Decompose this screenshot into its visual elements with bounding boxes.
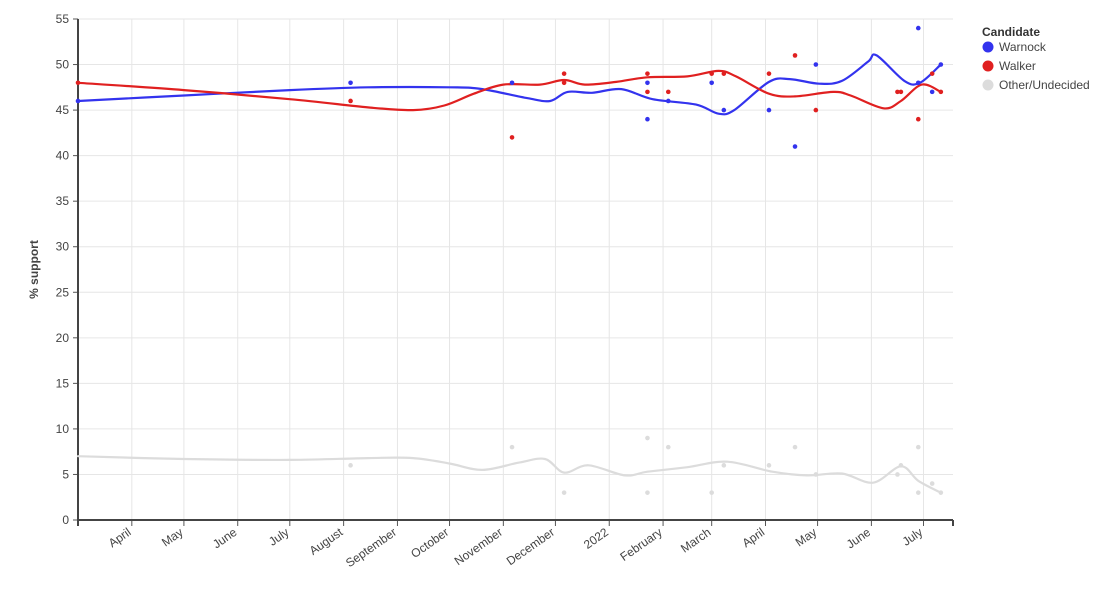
x-tick-label: June [210,525,240,552]
warnock-poll-point [645,80,650,86]
warnock-poll-point [709,80,714,86]
warnock-legend-swatch [982,41,994,53]
other-undecided-poll-point [915,490,921,495]
y-tick-label: 25 [56,285,70,299]
x-tick-label: April [106,525,134,550]
walker-poll-point [938,89,944,95]
walker-poll-point [348,98,353,104]
x-tick-label: March [678,525,713,556]
warnock-poll-point [813,62,819,67]
y-tick-label: 50 [56,58,70,72]
poll-points [75,25,944,495]
walker-poll-point [645,71,650,76]
gridlines [78,18,953,521]
other-undecided-legend-swatch [982,79,994,91]
x-tick-label: November [452,525,505,568]
warnock-trend-line [76,53,942,116]
x-tick-label: April [740,525,768,550]
y-tick-label: 20 [56,331,70,345]
x-tick-label: August [307,525,346,558]
walker-poll-point [813,107,819,113]
x-tick-label: December [504,525,557,568]
warnock-poll-point [645,116,650,122]
walker-poll-point [665,89,671,95]
y-tick-label: 10 [56,422,70,436]
other-undecided-poll-point [766,463,772,468]
walker-poll-point [766,71,772,76]
walker-legend-swatch [982,60,994,72]
walker-poll-point [75,80,81,86]
warnock-poll-point [929,89,935,95]
x-tick-label: 2022 [581,525,611,552]
y-axis-title: % support [27,240,41,299]
walker-poll-point [509,135,515,140]
warnock-poll-point [509,80,515,86]
warnock-poll-point [938,62,944,67]
other-undecided-poll-point [898,463,904,468]
warnock-poll-point [75,98,81,104]
x-tick-label: May [159,525,186,549]
other-undecided-poll-point [645,490,650,495]
warnock-legend-label: Warnock [999,40,1047,54]
other-undecided-poll-point [509,444,515,450]
warnock-poll-point [766,107,772,113]
x-tick-label: February [617,525,664,564]
warnock-poll-point [792,144,798,149]
other-undecided-poll-point [665,444,671,450]
x-tick-label: May [793,525,820,549]
legend-title: Candidate [982,25,1040,39]
y-tick-label: 5 [62,467,69,481]
warnock-poll-point [915,80,921,86]
other-undecided-poll-point [348,463,353,468]
other-undecided-poll-point [895,472,900,477]
warnock-poll-point [348,80,353,86]
y-tick-label: 45 [56,103,70,117]
walker-trend-line [76,69,942,112]
other-undecided-trend-line [76,455,942,494]
x-tick-label: September [343,525,399,570]
other-undecided-poll-point [709,490,714,495]
y-tick-label: 30 [56,240,70,254]
x-tick-label: October [408,525,451,561]
walker-poll-point [929,71,935,76]
y-tick-label: 35 [56,194,70,208]
warnock-poll-point [721,107,727,113]
other-undecided-legend-label: Other/Undecided [999,78,1090,92]
walker-poll-point [709,71,714,76]
walker-poll-point [792,53,798,58]
warnock-poll-point [665,98,671,104]
other-undecided-poll-point [645,435,650,441]
other-undecided-poll-point [561,490,567,495]
y-tick-label: 55 [56,12,70,26]
other-undecided-poll-point [915,444,921,450]
x-tick-label: July [266,525,292,549]
x-tick-label: June [844,525,874,552]
walker-poll-point [645,89,650,95]
walker-poll-point [895,89,900,95]
walker-legend-label: Walker [999,59,1036,73]
y-tick-label: 0 [62,513,69,527]
walker-poll-point [915,116,921,122]
warnock-poll-point [915,25,921,31]
other-undecided-poll-point [721,463,727,468]
other-undecided-poll-point [813,472,819,477]
walker-poll-point [898,89,904,95]
y-tick-label: 15 [56,376,70,390]
walker-poll-point [561,80,567,86]
trend-lines [76,53,942,494]
walker-poll-point [721,71,727,76]
y-tick-label: 40 [56,149,70,163]
x-tick-label: July [900,525,926,549]
other-undecided-poll-point [792,444,798,450]
walker-poll-point [561,71,567,76]
other-undecided-poll-point [938,490,944,495]
other-undecided-poll-point [929,481,935,486]
